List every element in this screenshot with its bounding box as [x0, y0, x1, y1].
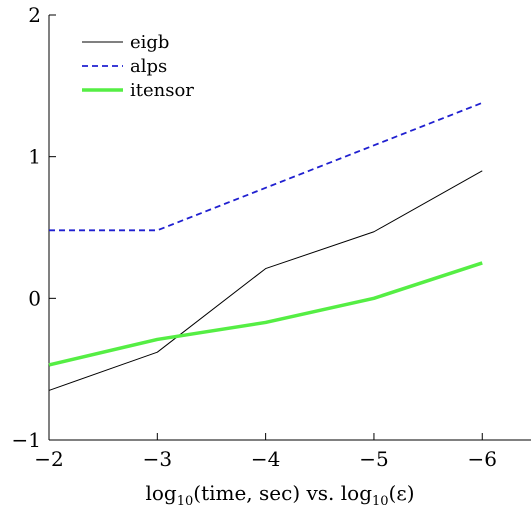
y-tick-label: 1 — [28, 145, 41, 169]
y-tick-label: 0 — [28, 286, 41, 310]
legend: eigb alps itensor — [82, 32, 194, 101]
x-axis-title: log10(time, sec) vs. log10(ε) — [145, 481, 414, 506]
x-tick-label: −3 — [143, 447, 172, 471]
x-tick-label: −2 — [34, 447, 63, 471]
y-tick-label: −1 — [12, 428, 41, 452]
series-layer — [48, 101, 483, 391]
legend-label-alps: alps — [130, 56, 167, 77]
x-tick-label: −5 — [359, 447, 388, 471]
x-tick-label: −6 — [468, 447, 497, 471]
series-line-eigb — [48, 170, 483, 391]
series-line-alps — [49, 101, 483, 232]
series-line-itensor — [48, 261, 483, 367]
y-tick-label: 2 — [28, 3, 41, 27]
legend-label-itensor: itensor — [130, 80, 194, 101]
x-tick-label: −4 — [251, 447, 280, 471]
legend-label-eigb: eigb — [130, 32, 169, 53]
axes: −2 −3 −4 −5 −6 −1 0 1 2 — [12, 3, 531, 471]
